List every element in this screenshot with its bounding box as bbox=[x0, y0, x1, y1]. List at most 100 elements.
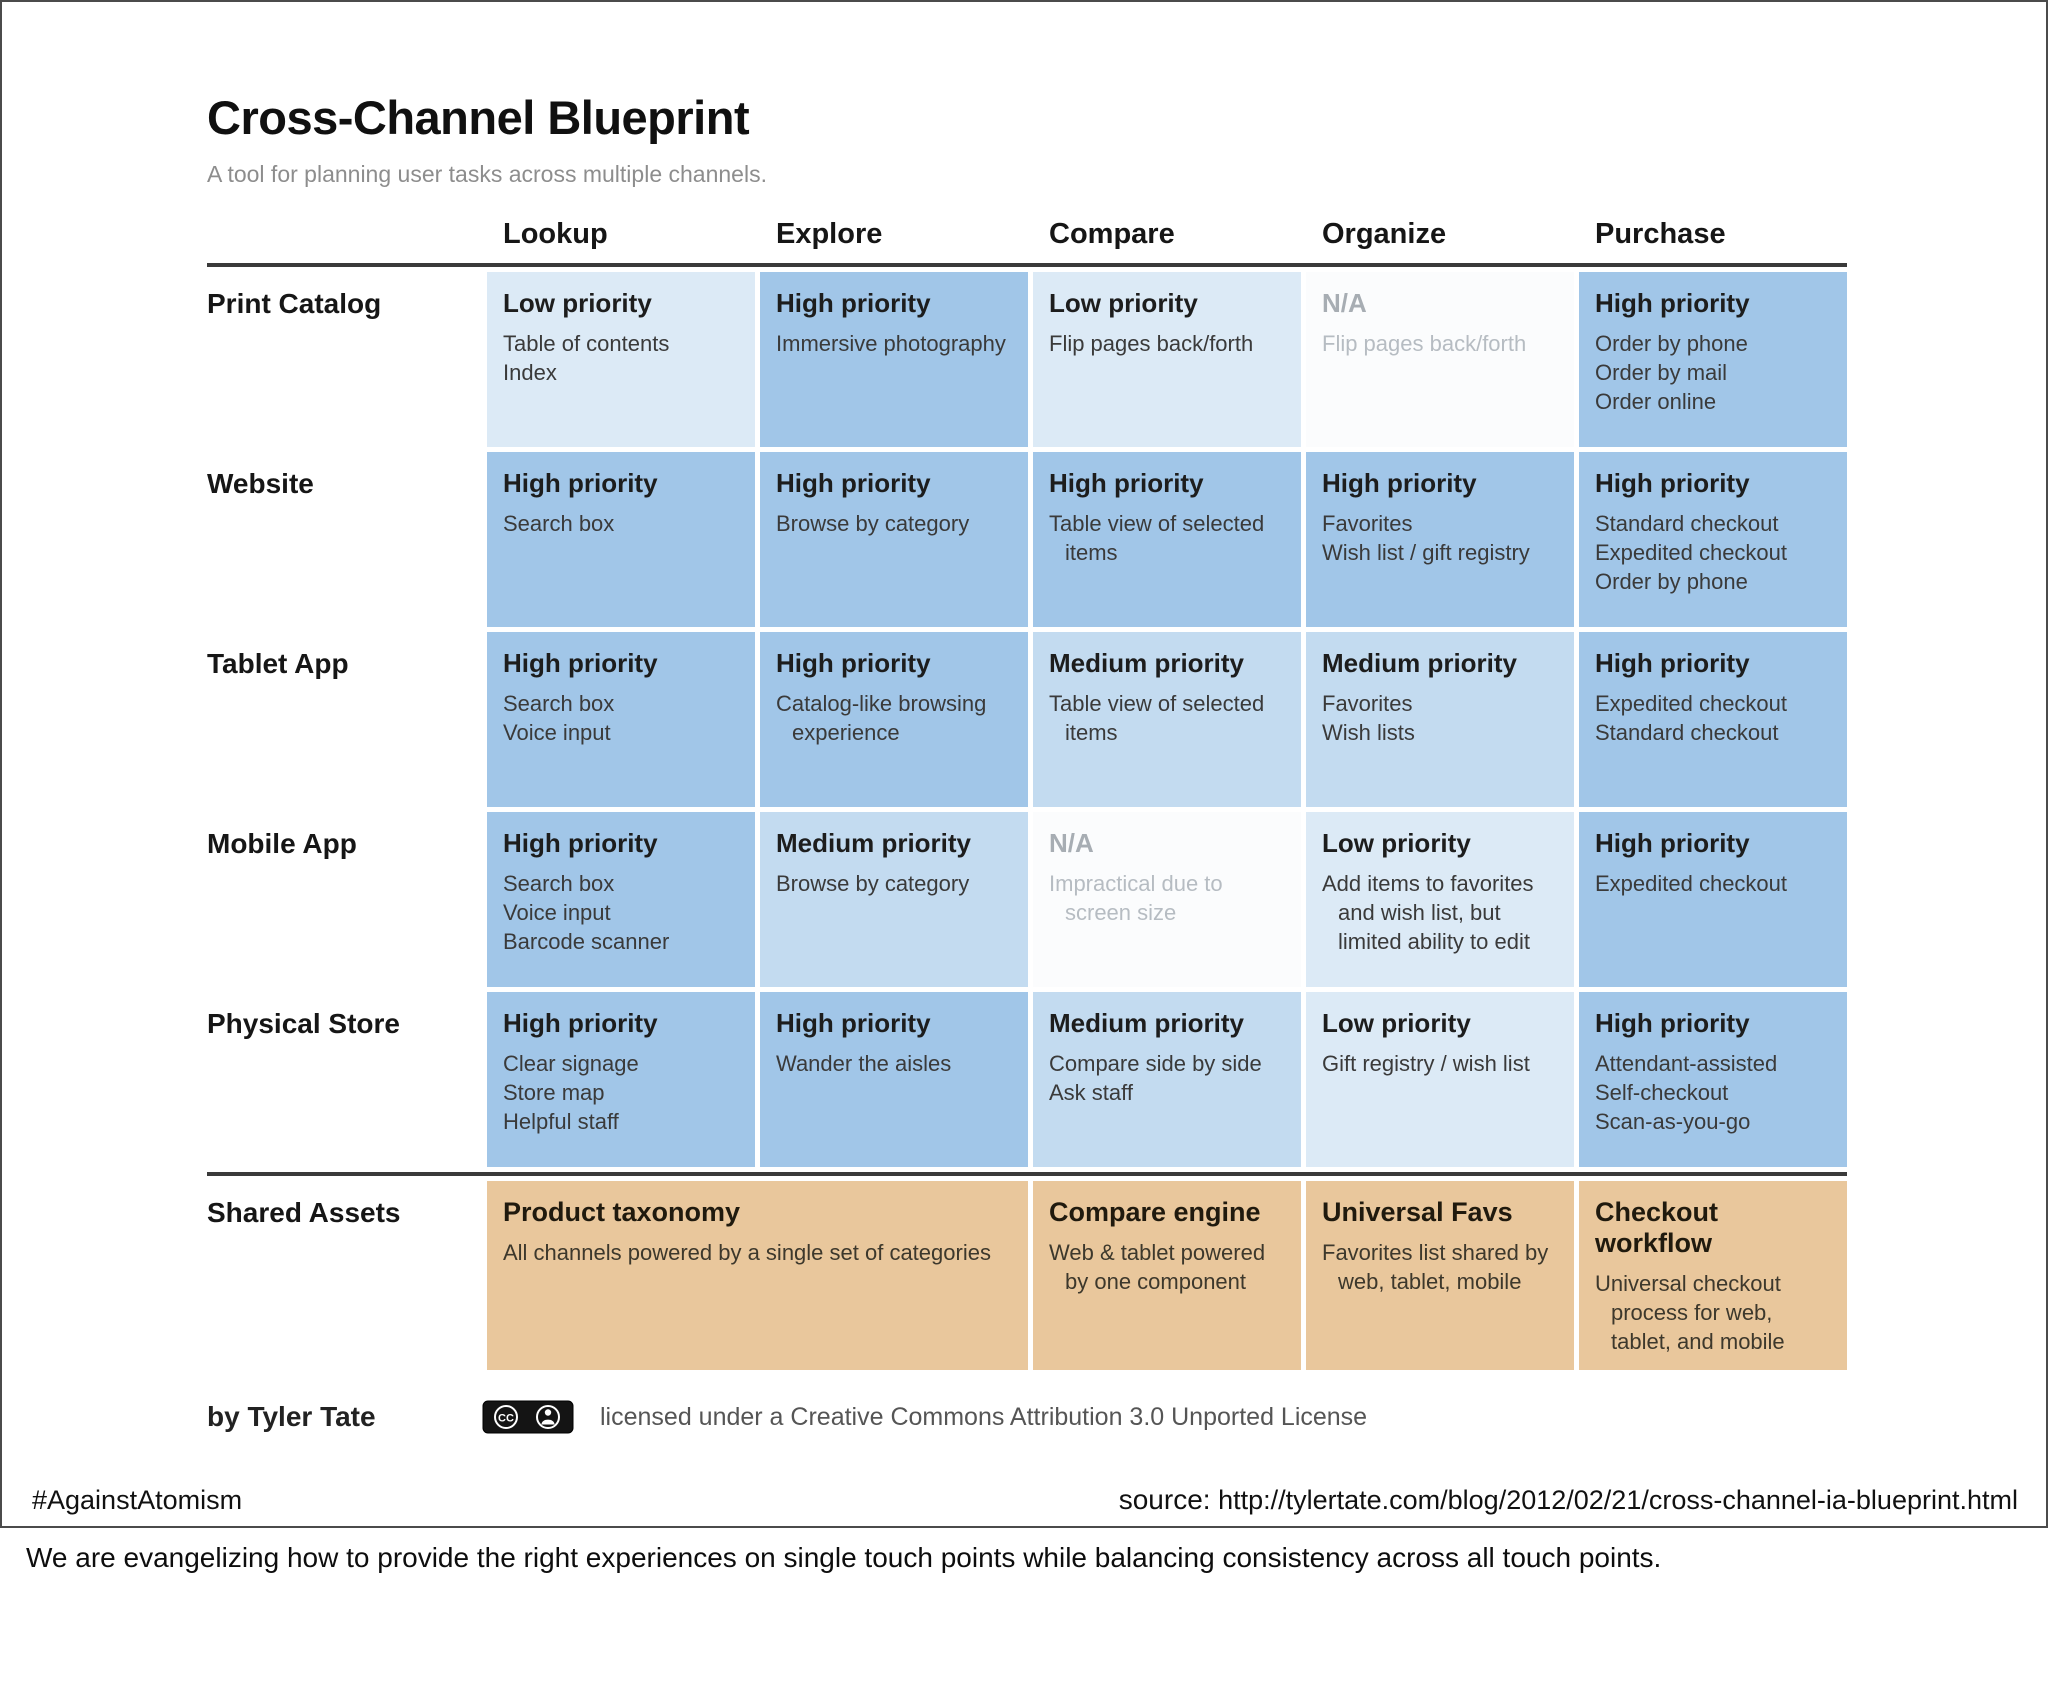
cell-mobile-app-organize: Low priority Add items to favorites and … bbox=[1306, 812, 1574, 987]
cell-physical-store-explore: High priority Wander the aisles bbox=[760, 992, 1028, 1167]
priority-label: High priority bbox=[1595, 1008, 1750, 1038]
cell-website-lookup: High priority Search box bbox=[487, 452, 755, 627]
shared-assets-rule bbox=[207, 1172, 1847, 1176]
cell-detail: Store map bbox=[503, 1080, 605, 1106]
source-label: source: bbox=[1118, 1484, 1211, 1515]
cell-detail: Browse by category bbox=[776, 511, 970, 536]
creative-commons-badge-icon: CC bbox=[482, 1400, 574, 1434]
priority-label: N/A bbox=[1049, 828, 1094, 858]
cell-shared-universal-favs: Universal Favs Favorites list shared by … bbox=[1306, 1181, 1574, 1371]
column-header-purchase: Purchase bbox=[1595, 218, 1726, 250]
cell-print-catalog-lookup: Low priority Table of contents Index bbox=[487, 272, 755, 447]
cell-detail: Add items to favorites and wish list, bu… bbox=[1322, 871, 1534, 955]
cell-tablet-app-lookup: High priority Search box Voice input bbox=[487, 632, 755, 807]
cell-physical-store-purchase: High priority Attendant-assisted Self-ch… bbox=[1579, 992, 1847, 1167]
priority-label: High priority bbox=[503, 1008, 658, 1038]
priority-label: Low priority bbox=[1322, 828, 1471, 858]
priority-label: Medium priority bbox=[1049, 1008, 1245, 1038]
cell-tablet-app-organize: Medium priority Favorites Wish lists bbox=[1306, 632, 1574, 807]
priority-label: Medium priority bbox=[1049, 648, 1245, 678]
cell-detail: Flip pages back/forth bbox=[1049, 331, 1254, 356]
priority-label: High priority bbox=[1322, 468, 1477, 498]
page-title: Cross-Channel Blueprint bbox=[207, 91, 750, 144]
cross-channel-blueprint: Cross-Channel Blueprint A tool for plann… bbox=[207, 90, 1847, 1434]
priority-label: Low priority bbox=[503, 288, 652, 318]
cell-detail: Wander the aisles bbox=[776, 1051, 952, 1076]
svg-text:CC: CC bbox=[498, 1413, 514, 1425]
priority-label: High priority bbox=[503, 468, 658, 498]
shared-asset-title: Compare engine bbox=[1049, 1197, 1261, 1227]
cell-mobile-app-explore: Medium priority Browse by category bbox=[760, 812, 1028, 987]
cell-detail: Order online bbox=[1595, 389, 1717, 415]
table-top-rule bbox=[207, 263, 1847, 267]
cell-physical-store-lookup: High priority Clear signage Store map He… bbox=[487, 992, 755, 1167]
cell-detail: Search box bbox=[503, 871, 615, 896]
cell-detail: Expedited checkout bbox=[1595, 691, 1788, 716]
priority-label: High priority bbox=[1595, 648, 1750, 678]
slide-frame: Cross-Channel Blueprint A tool for plann… bbox=[0, 0, 2048, 1528]
row-label-tablet-app: Tablet App bbox=[207, 632, 482, 807]
column-header-row: Lookup Explore Compare Organize Purchase bbox=[207, 218, 1847, 263]
shared-asset-detail: Universal checkout process for web, tabl… bbox=[1595, 1271, 1785, 1355]
priority-label: Medium priority bbox=[1322, 648, 1518, 678]
author-credit: by Tyler Tate bbox=[207, 1401, 376, 1433]
source-url: http://tylertate.com/blog/2012/02/21/cro… bbox=[1218, 1485, 2018, 1515]
column-header-organize: Organize bbox=[1322, 218, 1447, 250]
priority-label: High priority bbox=[1595, 828, 1750, 858]
cell-detail: Wish lists bbox=[1322, 720, 1415, 746]
cell-tablet-app-compare: Medium priority Table view of selected i… bbox=[1033, 632, 1301, 807]
row-label-website: Website bbox=[207, 452, 482, 627]
priority-label: High priority bbox=[776, 1008, 931, 1038]
cell-website-organize: High priority Favorites Wish list / gift… bbox=[1306, 452, 1574, 627]
column-header-explore: Explore bbox=[776, 218, 883, 250]
cell-detail: Standard checkout bbox=[1595, 720, 1779, 746]
cell-mobile-app-compare: N/A Impractical due to screen size bbox=[1033, 812, 1301, 987]
shared-asset-detail: All channels powered by a single set of … bbox=[503, 1240, 991, 1265]
shared-asset-detail: Web & tablet powered by one component bbox=[1049, 1240, 1266, 1295]
shared-asset-title: Product taxonomy bbox=[503, 1197, 741, 1227]
cell-website-purchase: High priority Standard checkout Expedite… bbox=[1579, 452, 1847, 627]
cell-tablet-app-purchase: High priority Expedited checkout Standar… bbox=[1579, 632, 1847, 807]
cell-detail: Ask staff bbox=[1049, 1080, 1133, 1106]
column-header-lookup: Lookup bbox=[503, 218, 608, 250]
row-label-print-catalog: Print Catalog bbox=[207, 272, 482, 447]
cell-detail: Helpful staff bbox=[503, 1109, 619, 1135]
cell-detail: Attendant-assisted bbox=[1595, 1051, 1778, 1076]
priority-label: High priority bbox=[1595, 288, 1750, 318]
cell-detail: Order by phone bbox=[1595, 331, 1748, 356]
license-footer: by Tyler Tate CC licensed under a Creati… bbox=[207, 1400, 1847, 1434]
shared-assets-row: Shared Assets Product taxonomy All chann… bbox=[207, 1181, 1847, 1371]
cell-detail: Voice input bbox=[503, 900, 611, 926]
cell-detail: Compare side by side bbox=[1049, 1051, 1262, 1076]
cell-detail: Impractical due to screen size bbox=[1049, 871, 1223, 926]
cell-detail: Search box bbox=[503, 511, 615, 536]
cell-print-catalog-compare: Low priority Flip pages back/forth bbox=[1033, 272, 1301, 447]
hashtag-label: #AgainstAtomism bbox=[32, 1485, 243, 1515]
priority-label: N/A bbox=[1322, 288, 1367, 318]
cell-shared-product-taxonomy: Product taxonomy All channels powered by… bbox=[487, 1181, 1028, 1371]
cell-detail: Self-checkout bbox=[1595, 1080, 1729, 1106]
cell-detail: Order by mail bbox=[1595, 360, 1728, 386]
blueprint-matrix: Print Catalog Low priority Table of cont… bbox=[207, 267, 1847, 1172]
cell-detail: Order by phone bbox=[1595, 569, 1748, 595]
cell-detail: Expedited checkout bbox=[1595, 871, 1788, 896]
source-attribution: source: http://tylertate.com/blog/2012/0… bbox=[1119, 1484, 2018, 1516]
shared-asset-title: Checkout workflow bbox=[1595, 1197, 1719, 1258]
priority-label: Medium priority bbox=[776, 828, 972, 858]
cell-detail: Barcode scanner bbox=[503, 929, 670, 955]
cell-detail: Catalog-like browsing experience bbox=[776, 691, 987, 746]
cell-print-catalog-organize: N/A Flip pages back/forth bbox=[1306, 272, 1574, 447]
cell-detail: Gift registry / wish list bbox=[1322, 1051, 1530, 1076]
priority-label: High priority bbox=[503, 828, 658, 858]
row-label-mobile-app: Mobile App bbox=[207, 812, 482, 987]
shared-asset-title: Universal Favs bbox=[1322, 1197, 1513, 1227]
row-label-physical-store: Physical Store bbox=[207, 992, 482, 1167]
cell-detail: Favorites bbox=[1322, 691, 1413, 716]
cell-shared-checkout-workflow: Checkout workflow Universal checkout pro… bbox=[1579, 1181, 1847, 1371]
row-label-shared-assets: Shared Assets bbox=[207, 1181, 482, 1371]
priority-label: High priority bbox=[1595, 468, 1750, 498]
priority-label: High priority bbox=[776, 648, 931, 678]
cell-detail: Table view of selected items bbox=[1049, 691, 1265, 746]
license-text: licensed under a Creative Commons Attrib… bbox=[600, 1402, 1368, 1431]
cell-website-explore: High priority Browse by category bbox=[760, 452, 1028, 627]
